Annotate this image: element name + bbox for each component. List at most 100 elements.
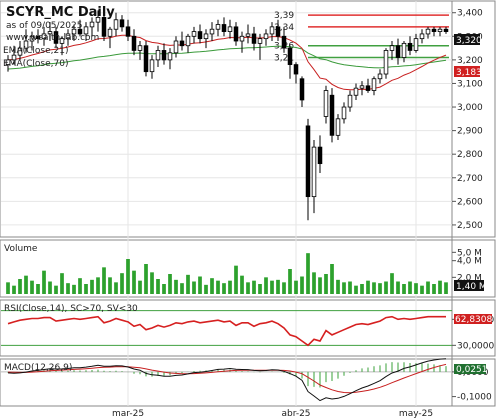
candle: [5, 55, 11, 72]
candle: [227, 19, 233, 39]
x-tick-label: abr-25: [281, 409, 310, 419]
rsi-title: RSI(Close,14), SC>70, SV<30: [4, 304, 138, 314]
volume-bar: [174, 279, 178, 294]
volume-bar: [96, 277, 100, 294]
volume-bar: [18, 279, 22, 294]
volume-bar: [168, 274, 172, 294]
volume-bar: [312, 272, 316, 294]
candle: [71, 24, 77, 42]
candle: [185, 33, 191, 53]
macd-line: [7, 358, 447, 402]
candle: [443, 26, 449, 34]
volume-bar: [66, 283, 70, 294]
volume-bar: [120, 273, 124, 294]
candle: [167, 48, 173, 70]
ema70-label: EMA(Close,70): [3, 59, 68, 69]
candle: [95, 10, 101, 32]
site-watermark: www.wealth-lab.com: [6, 33, 99, 43]
candle: [89, 17, 95, 37]
volume-bar: [84, 284, 88, 294]
candle: [257, 33, 263, 60]
x-tick-label: mar-25: [112, 409, 144, 419]
price-tick-label: 3,200: [457, 56, 483, 66]
candle: [179, 31, 185, 51]
price-tick-label: 3,400: [457, 9, 483, 19]
candle: [281, 26, 287, 53]
volume-bar: [282, 282, 286, 294]
volume-bar: [408, 281, 412, 294]
volume-bar: [186, 274, 190, 294]
candle: [59, 36, 65, 56]
candle: [137, 41, 143, 60]
volume-bar: [42, 270, 46, 294]
svg-text:0,0251: 0,0251: [456, 365, 488, 375]
last-price-tag: 3,320: [454, 34, 482, 46]
candle: [407, 36, 413, 56]
candle: [41, 26, 47, 46]
volume-bar: [420, 285, 424, 294]
volume-bar: [78, 278, 82, 294]
volume-bar: [54, 285, 58, 294]
volume-bar: [126, 259, 130, 294]
volume-bar: [348, 281, 352, 294]
candle: [119, 15, 125, 32]
volume-bar: [108, 277, 112, 294]
candle: [371, 76, 377, 96]
price-tick-label: 2,800: [457, 150, 483, 160]
volume-bar: [30, 280, 34, 294]
volume-bar: [246, 282, 250, 294]
volume-bar: [240, 275, 244, 294]
svg-text:3,320: 3,320: [456, 36, 482, 46]
candle: [149, 55, 155, 79]
volume-bar: [24, 275, 28, 294]
price-tick-label: 2,900: [457, 127, 483, 137]
candle: [437, 26, 443, 37]
volume-bar: [90, 279, 94, 294]
candle: [335, 114, 341, 141]
volume-bar: [270, 280, 274, 294]
candle: [29, 31, 35, 51]
price-tick-label: 3,100: [457, 79, 483, 89]
volume-bar: [156, 279, 160, 294]
volume-bar: [366, 280, 370, 294]
svg-text:62,8308: 62,8308: [455, 315, 492, 325]
candle: [317, 135, 323, 174]
volume-bar: [378, 283, 382, 294]
volume-bar: [402, 284, 406, 294]
candle: [251, 26, 257, 51]
volume-bar: [180, 283, 184, 294]
volume-bar: [132, 270, 136, 294]
volume-bar: [36, 284, 40, 294]
volume-bar: [384, 281, 388, 294]
level-label: 3,21: [274, 54, 294, 64]
candle: [263, 29, 269, 46]
volume-bar: [432, 284, 436, 294]
candle: [425, 26, 431, 39]
candle: [209, 22, 215, 42]
candle: [299, 76, 305, 108]
volume-bar: [438, 280, 442, 294]
x-tick-label: may-25: [399, 409, 433, 419]
candle: [359, 81, 365, 96]
price-tick-label: 3,000: [457, 103, 483, 113]
price-tick-label: 2,500: [457, 221, 483, 231]
candle: [377, 69, 383, 84]
candle: [311, 140, 317, 214]
candle: [125, 19, 131, 42]
rsi-panel: [0, 299, 496, 357]
volume-bar: [234, 265, 238, 294]
volume-bar: [48, 281, 52, 294]
volume-bar: [162, 284, 166, 294]
candle: [155, 45, 161, 67]
candle: [239, 31, 245, 53]
volume-last-tag: 1,40 M: [454, 280, 487, 292]
volume-bar: [294, 280, 298, 294]
as-of-date: as of 09/05/2025: [6, 21, 82, 31]
candle: [419, 29, 425, 44]
candle: [35, 29, 41, 44]
volume-bar: [336, 279, 340, 294]
volume-bar: [258, 284, 262, 294]
rsi-last-tag: 62,8308: [454, 314, 492, 325]
candle: [389, 41, 395, 60]
candle: [347, 90, 353, 112]
